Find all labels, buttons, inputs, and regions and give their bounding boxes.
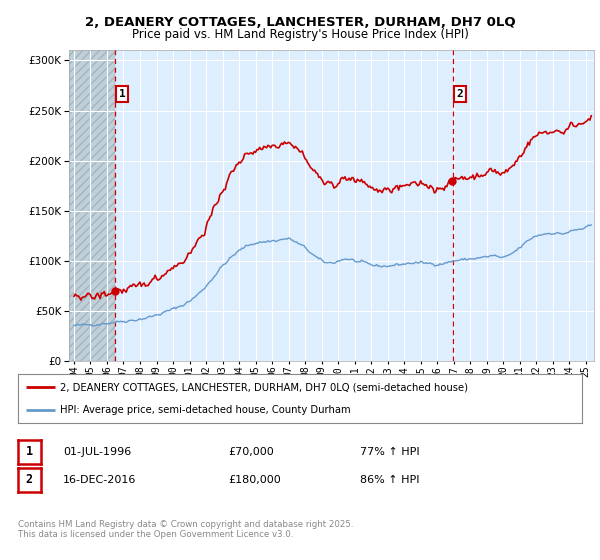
Text: Price paid vs. HM Land Registry's House Price Index (HPI): Price paid vs. HM Land Registry's House …: [131, 28, 469, 41]
Text: Contains HM Land Registry data © Crown copyright and database right 2025.
This d: Contains HM Land Registry data © Crown c…: [18, 520, 353, 539]
Text: 77% ↑ HPI: 77% ↑ HPI: [360, 447, 419, 457]
Text: 2, DEANERY COTTAGES, LANCHESTER, DURHAM, DH7 0LQ (semi-detached house): 2, DEANERY COTTAGES, LANCHESTER, DURHAM,…: [60, 382, 469, 393]
Text: 2, DEANERY COTTAGES, LANCHESTER, DURHAM, DH7 0LQ: 2, DEANERY COTTAGES, LANCHESTER, DURHAM,…: [85, 16, 515, 29]
Text: £180,000: £180,000: [228, 475, 281, 485]
Text: 86% ↑ HPI: 86% ↑ HPI: [360, 475, 419, 485]
Text: 1: 1: [26, 445, 33, 459]
Text: 16-DEC-2016: 16-DEC-2016: [63, 475, 136, 485]
Bar: [69, 50, 115, 361]
Text: 01-JUL-1996: 01-JUL-1996: [63, 447, 131, 457]
Text: 1: 1: [119, 89, 125, 99]
Text: £70,000: £70,000: [228, 447, 274, 457]
Text: 2: 2: [456, 89, 463, 99]
Text: 2: 2: [26, 473, 33, 487]
Text: HPI: Average price, semi-detached house, County Durham: HPI: Average price, semi-detached house,…: [60, 405, 351, 416]
